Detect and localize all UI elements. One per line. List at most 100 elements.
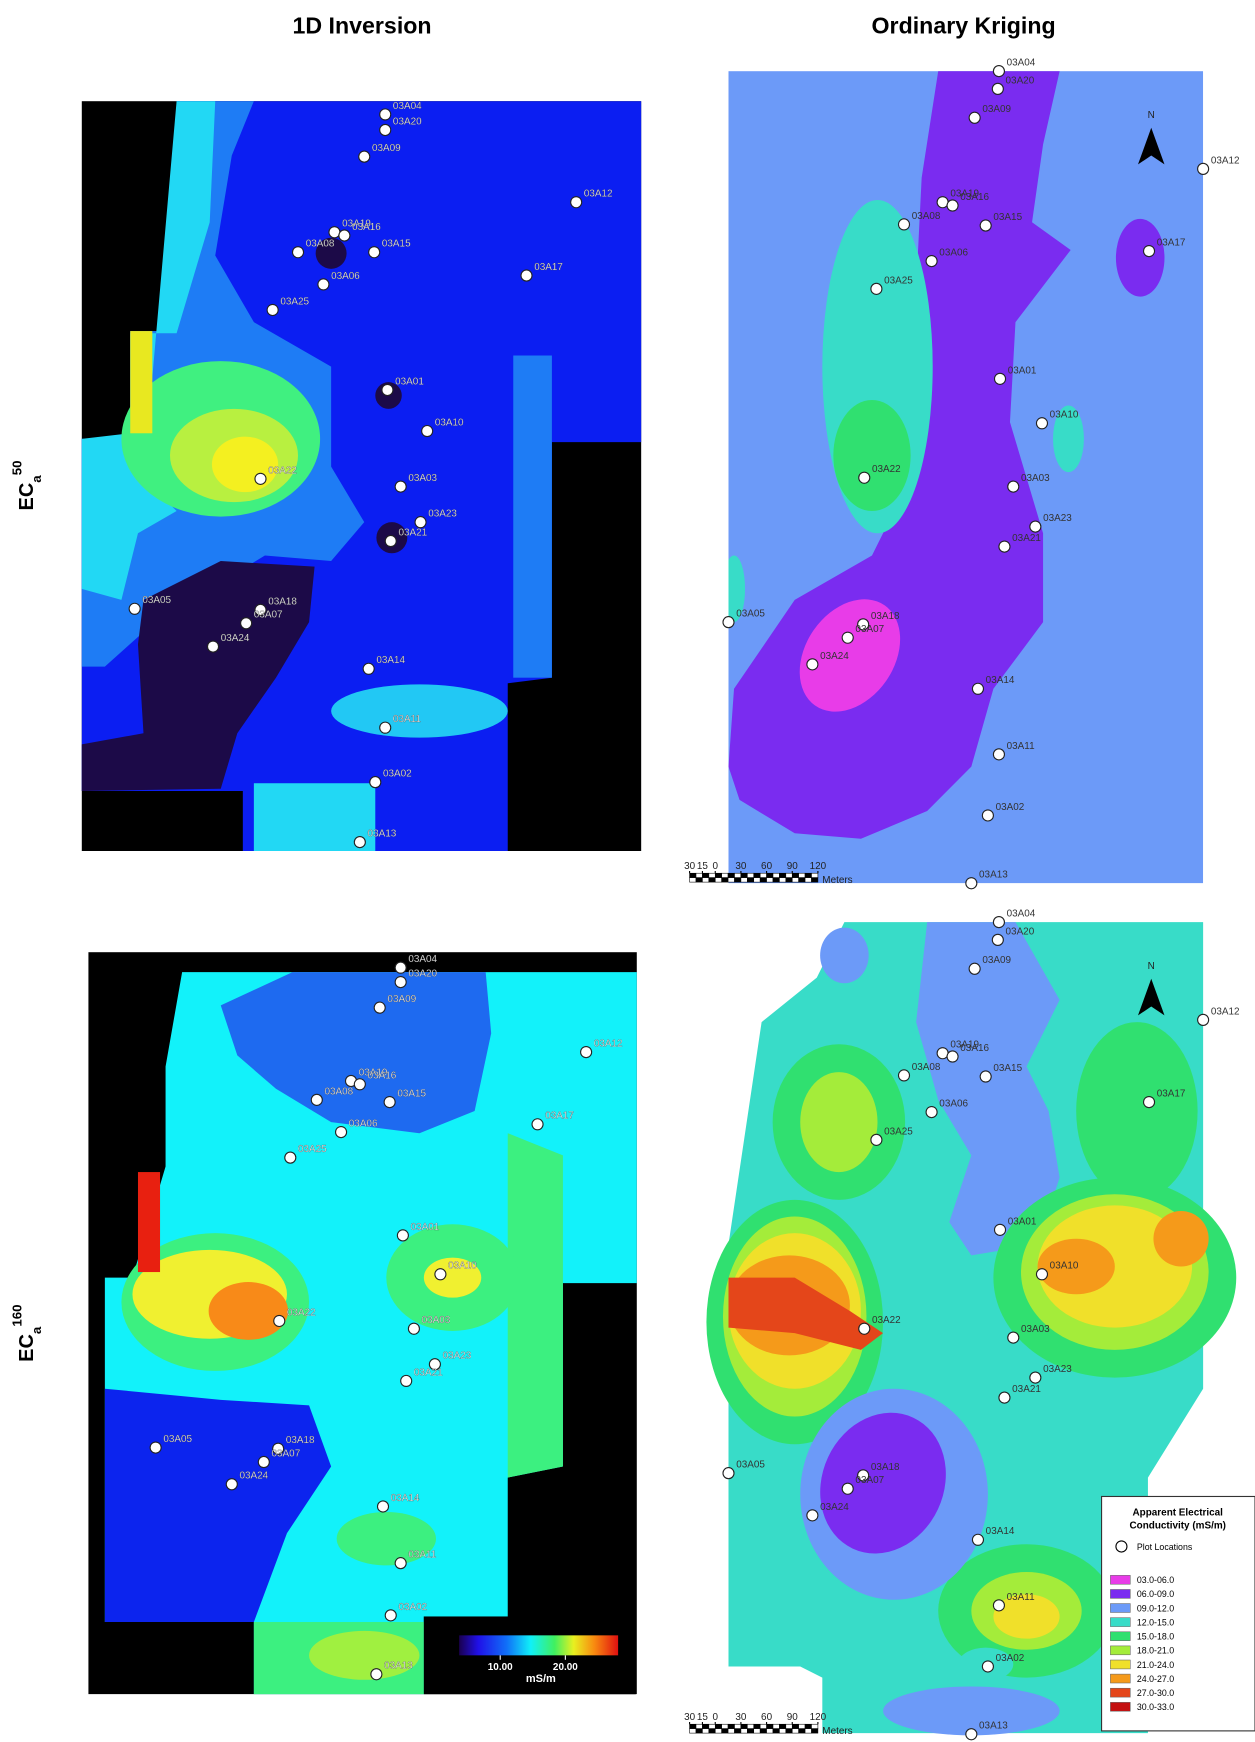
- plot-label: 03A08: [912, 211, 941, 222]
- legend-label: 15.0-18.0: [1137, 1632, 1174, 1642]
- plot-marker: [807, 1510, 818, 1521]
- plot-label: 03A22: [872, 1315, 901, 1326]
- scale-segment: [690, 1729, 696, 1733]
- plot-label: 03A20: [393, 116, 422, 127]
- plot-label: 03A25: [280, 296, 309, 307]
- plot-marker: [384, 1097, 395, 1108]
- plot-marker: [336, 1127, 347, 1138]
- plot-marker: [972, 1534, 983, 1545]
- plot-marker: [898, 1070, 909, 1081]
- scale-tick-label: 30: [684, 1712, 695, 1723]
- scale-segment: [786, 1724, 792, 1728]
- conductivity-zone: [1153, 1211, 1208, 1267]
- plot-marker: [385, 535, 396, 546]
- plot-marker: [374, 1002, 385, 1013]
- scale-tick-label: 0: [712, 1712, 718, 1723]
- scale-segment: [779, 1729, 785, 1733]
- plot-label: 03A06: [939, 1098, 968, 1109]
- scale-segment: [715, 878, 721, 882]
- plot-label: 03A14: [986, 1526, 1015, 1537]
- scale-tick-label: 30: [684, 861, 695, 872]
- plot-label: 03A13: [384, 1661, 413, 1672]
- plot-marker: [1198, 1014, 1209, 1025]
- scale-segment: [696, 1729, 702, 1733]
- plot-marker: [980, 1071, 991, 1082]
- plot-marker: [435, 1269, 446, 1280]
- plot-label: 03A04: [393, 101, 422, 112]
- plot-label: 03A02: [996, 1653, 1025, 1664]
- scale-segment: [754, 873, 760, 877]
- plot-marker: [966, 878, 977, 889]
- plot-marker: [859, 472, 870, 483]
- plot-label: 03A12: [584, 189, 613, 200]
- scale-segment: [734, 878, 740, 882]
- scale-segment: [722, 878, 728, 882]
- conductivity-zone: [883, 1686, 1060, 1735]
- plot-label: 03A21: [1012, 533, 1041, 544]
- plot-label: 03A14: [986, 675, 1015, 686]
- scale-segment: [728, 878, 734, 882]
- plot-marker: [370, 777, 381, 788]
- plot-marker: [1144, 246, 1155, 257]
- plot-marker: [571, 197, 582, 208]
- scale-tick-label: 15: [697, 1712, 708, 1723]
- scale-segment: [805, 1729, 811, 1733]
- plot-label: 03A22: [287, 1307, 316, 1318]
- row-label: ECa50: [9, 460, 43, 510]
- scale-segment: [805, 873, 811, 877]
- plot-marker: [982, 1661, 993, 1672]
- plot-marker: [380, 722, 391, 733]
- plot-marker: [999, 541, 1010, 552]
- plot-marker: [226, 1479, 237, 1490]
- plot-label: 03A04: [408, 954, 437, 965]
- plot-label: 03A25: [298, 1144, 327, 1155]
- plot-label: 03A20: [1006, 926, 1035, 937]
- plot-marker: [723, 617, 734, 628]
- scale-tick-label: 120: [810, 1712, 827, 1723]
- plot-marker: [947, 200, 958, 211]
- plot-marker: [395, 977, 406, 988]
- scale-segment: [696, 1724, 702, 1728]
- scale-segment: [760, 873, 766, 877]
- plot-marker: [354, 837, 365, 848]
- plot-marker: [723, 1468, 734, 1479]
- legend-swatch: [1110, 1632, 1130, 1641]
- plot-label: 03A05: [142, 595, 171, 606]
- plot-label: 03A24: [820, 1502, 849, 1513]
- plot-label: 03A12: [594, 1039, 623, 1050]
- legend-title: Conductivity (mS/m): [1130, 1521, 1226, 1532]
- plot-marker: [937, 1048, 948, 1059]
- plot-marker: [274, 1315, 285, 1326]
- plot-marker: [415, 517, 426, 528]
- plot-marker: [395, 1558, 406, 1569]
- plot-label: 03A23: [428, 509, 457, 520]
- plot-label: 03A01: [1008, 1216, 1037, 1227]
- scale-segment: [734, 1729, 740, 1733]
- plot-label: 03A09: [982, 104, 1011, 115]
- plot-marker: [293, 247, 304, 258]
- scale-segment: [799, 878, 805, 882]
- plot-marker: [993, 66, 1004, 77]
- scale-segment: [792, 1729, 798, 1733]
- plot-marker: [258, 1456, 269, 1467]
- scale-segment: [754, 1724, 760, 1728]
- plot-marker: [380, 124, 391, 135]
- plot-marker: [969, 963, 980, 974]
- plot-label: 03A14: [391, 1493, 420, 1504]
- legend-label: 03.0-06.0: [1137, 1575, 1174, 1585]
- plot-label: 03A10: [1050, 1261, 1079, 1272]
- scale-segment: [709, 873, 715, 877]
- plot-marker: [871, 1134, 882, 1145]
- plot-label: 03A02: [996, 802, 1025, 813]
- plot-label: 03A13: [979, 1721, 1008, 1732]
- plot-label: 03A09: [372, 143, 401, 154]
- scale-segment: [702, 1724, 708, 1728]
- plot-label: 03A07: [855, 624, 884, 635]
- scale-segment: [709, 1729, 715, 1733]
- plot-label: 03A01: [395, 376, 424, 387]
- plot-label: 03A20: [1006, 75, 1035, 86]
- plot-marker: [937, 197, 948, 208]
- column-title: Ordinary Kriging: [872, 12, 1056, 38]
- scale-segment: [805, 878, 811, 882]
- plot-marker: [1008, 1332, 1019, 1343]
